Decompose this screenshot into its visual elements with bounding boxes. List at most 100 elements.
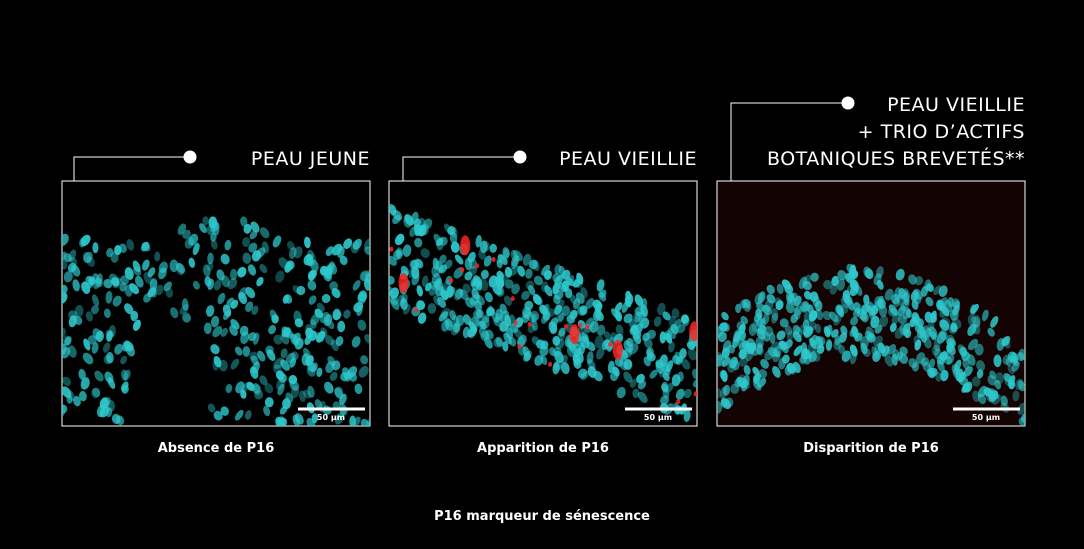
nucleus xyxy=(766,293,776,304)
nucleus xyxy=(105,329,114,339)
nucleus xyxy=(913,335,920,347)
nucleus xyxy=(580,370,590,380)
panel-heading: PEAU VIEILLIE xyxy=(559,148,697,170)
nucleus xyxy=(660,395,669,405)
nucleus xyxy=(103,308,111,319)
nucleus xyxy=(573,358,582,369)
nucleus xyxy=(629,378,637,388)
nucleus xyxy=(908,274,917,285)
nucleus xyxy=(467,326,476,339)
nucleus xyxy=(643,356,651,367)
nucleus xyxy=(933,285,942,296)
nucleus xyxy=(142,259,150,271)
nucleus xyxy=(394,233,405,246)
nucleus xyxy=(202,216,209,226)
nucleus xyxy=(124,284,133,297)
p16-cell xyxy=(475,263,480,269)
nucleus xyxy=(743,343,752,355)
nucleus xyxy=(273,334,283,345)
nucleus xyxy=(83,251,93,263)
nucleus xyxy=(481,316,490,329)
nucleus xyxy=(259,375,268,386)
nucleus xyxy=(580,287,588,299)
nucleus xyxy=(192,242,200,256)
p16-cell xyxy=(448,278,453,284)
nucleus xyxy=(769,332,776,344)
nucleus xyxy=(735,328,746,341)
nucleus xyxy=(221,275,230,288)
nucleus xyxy=(891,353,898,366)
nucleus xyxy=(810,272,819,282)
nucleus xyxy=(92,294,100,307)
nucleus xyxy=(655,361,664,375)
nucleus xyxy=(686,341,695,351)
nucleus xyxy=(917,327,925,339)
nucleus xyxy=(569,310,578,320)
nucleus xyxy=(533,295,543,306)
nucleus xyxy=(86,256,95,267)
nucleus xyxy=(503,295,512,306)
nucleus xyxy=(357,291,367,305)
nucleus xyxy=(210,344,220,355)
nucleus xyxy=(170,307,179,319)
nucleus xyxy=(598,291,607,302)
nucleus xyxy=(993,354,1002,368)
nucleus xyxy=(308,295,317,305)
nucleus xyxy=(863,294,870,306)
nucleus xyxy=(230,358,240,370)
nucleus xyxy=(637,380,647,390)
nucleus xyxy=(1012,390,1020,402)
nucleus xyxy=(742,374,750,388)
panel-caption: Apparition de P16 xyxy=(477,441,609,456)
nucleus xyxy=(154,251,161,262)
nucleus xyxy=(278,372,287,383)
nucleus xyxy=(335,336,344,347)
nucleus xyxy=(109,325,116,337)
nucleus xyxy=(640,298,648,309)
nucleus xyxy=(1015,378,1024,391)
nucleus xyxy=(561,305,571,317)
nucleus xyxy=(596,324,606,336)
nucleus xyxy=(596,279,605,292)
nucleus xyxy=(408,267,416,279)
p16-cell xyxy=(513,320,518,326)
nucleus xyxy=(976,360,986,372)
nucleus xyxy=(528,285,536,296)
nucleus xyxy=(310,313,320,326)
nucleus xyxy=(662,311,671,321)
nucleus xyxy=(586,341,596,352)
nucleus xyxy=(814,323,822,334)
nucleus xyxy=(101,397,111,409)
nucleus xyxy=(357,319,367,331)
nucleus xyxy=(1002,339,1011,349)
nucleus xyxy=(738,323,746,335)
nucleus xyxy=(840,297,849,309)
nucleus xyxy=(550,323,558,335)
nucleus xyxy=(892,297,900,308)
nucleus xyxy=(657,302,666,316)
nucleus xyxy=(940,369,949,382)
nucleus xyxy=(285,392,294,403)
nucleus xyxy=(259,227,270,239)
nucleus xyxy=(634,311,645,324)
nucleus xyxy=(816,344,825,354)
nucleus xyxy=(683,409,691,423)
nucleus xyxy=(877,295,884,307)
nucleus xyxy=(246,381,255,391)
nucleus xyxy=(468,265,478,276)
nucleus xyxy=(478,327,489,339)
nucleus xyxy=(363,277,370,291)
nucleus xyxy=(211,239,218,250)
nucleus xyxy=(475,318,484,330)
nucleus xyxy=(717,354,724,367)
nucleus xyxy=(203,264,211,278)
nucleus xyxy=(581,331,590,344)
nucleus xyxy=(967,313,976,326)
nucleus xyxy=(720,399,728,408)
nucleus xyxy=(824,326,831,338)
nucleus xyxy=(552,273,562,283)
nucleus xyxy=(417,312,427,324)
nucleus xyxy=(967,323,977,336)
nucleus xyxy=(914,276,924,286)
nucleus xyxy=(509,323,519,333)
